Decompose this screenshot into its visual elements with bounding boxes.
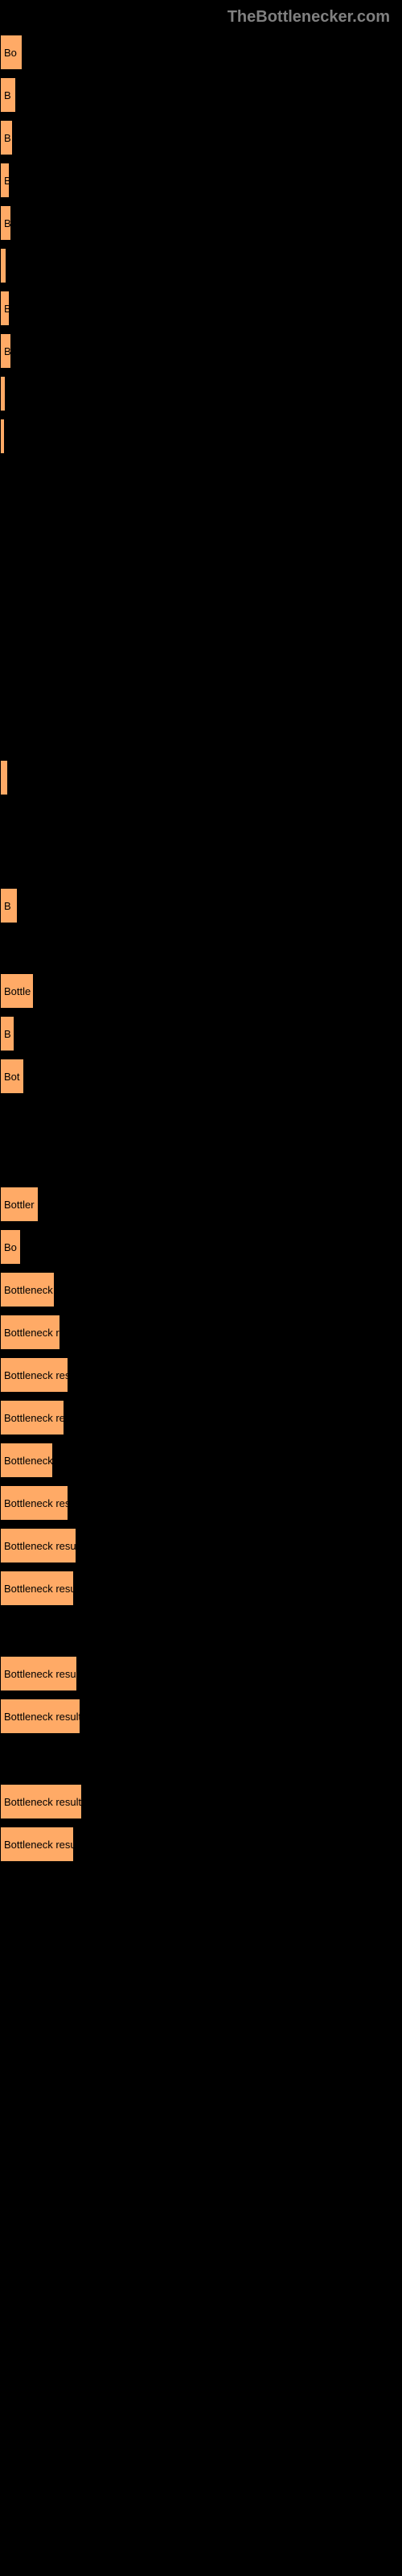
bar-label: Bottleneck resul <box>4 1540 76 1552</box>
bar-row: Bottleneck result <box>0 1781 402 1822</box>
bar-row <box>0 843 402 883</box>
bar-label: B <box>4 345 11 357</box>
bar: Bo <box>0 35 23 70</box>
bar-row <box>0 246 402 286</box>
bar-label: B <box>4 303 10 315</box>
bar <box>0 248 6 283</box>
bar: Bottleneck resu <box>0 1571 74 1606</box>
bar-row: Bottleneck r <box>0 1312 402 1352</box>
bar-label: B <box>4 132 11 144</box>
bar-row <box>0 459 402 499</box>
bar: Bo <box>0 1229 21 1265</box>
bar-row <box>0 1611 402 1651</box>
bar-row <box>0 416 402 456</box>
bar-row: Bottleneck re <box>0 1397 402 1438</box>
bar-label: Bottleneck re <box>4 1412 64 1424</box>
bar-row: B <box>0 288 402 328</box>
bar-chart: Bo B B B B B B B Bottle B Bot Bottler Bo Bottleneck Bo… <box>0 0 402 1864</box>
bar-label: Bot <box>4 1071 20 1083</box>
bar: B <box>0 77 16 113</box>
bar: Bottler <box>0 1187 39 1222</box>
bar: Bottleneck res <box>0 1357 68 1393</box>
bar-row: Bottleneck resu <box>0 1568 402 1608</box>
bar-row: B <box>0 1013 402 1054</box>
bar: B <box>0 888 18 923</box>
bar: Bottleneck r <box>0 1315 60 1350</box>
bar-row: B <box>0 118 402 158</box>
bar <box>0 760 8 795</box>
bar-row <box>0 587 402 627</box>
bar-label: Bottleneck res <box>4 1369 68 1381</box>
bar: Bottleneck resul <box>0 1656 77 1691</box>
bar: Bottleneck res <box>0 1485 68 1521</box>
bar-row: B <box>0 160 402 200</box>
bar-label: Bottleneck result <box>4 1711 80 1723</box>
bar: Bottleneck resul <box>0 1528 76 1563</box>
bar-label: Bottleneck r <box>4 1327 59 1339</box>
bar-row <box>0 672 402 712</box>
bar: Bottleneck resu <box>0 1827 74 1862</box>
bar: Bottle <box>0 973 34 1009</box>
bar <box>0 419 5 454</box>
bar-label: Bottleneck resul <box>4 1668 77 1680</box>
bar-label: Bottleneck <box>4 1284 53 1296</box>
bar-row: Bottleneck resu <box>0 1824 402 1864</box>
bar-row <box>0 1099 402 1139</box>
bar-label: B <box>4 1028 11 1040</box>
bar-label: B <box>4 900 11 912</box>
bar: Bot <box>0 1059 24 1094</box>
bar-row: Bottleneck resul <box>0 1653 402 1694</box>
bar-row: Bottle <box>0 971 402 1011</box>
bar-row: Bo <box>0 1227 402 1267</box>
bar: Bottleneck re <box>0 1400 64 1435</box>
bar-row: Bottleneck <box>0 1440 402 1480</box>
bar: B <box>0 120 13 155</box>
bar-row <box>0 502 402 542</box>
bar-row: B <box>0 886 402 926</box>
bar-label: Bottleneck resu <box>4 1583 74 1595</box>
bar-label: Bottler <box>4 1199 35 1211</box>
bar: B <box>0 205 11 241</box>
bar-label: Bottleneck result <box>4 1796 81 1808</box>
bar-row: Bottleneck result <box>0 1696 402 1736</box>
bar: Bottleneck result <box>0 1784 82 1819</box>
bar-label: Bottle <box>4 985 31 997</box>
bar-row <box>0 758 402 798</box>
bar-label: Bottleneck <box>4 1455 53 1467</box>
bar <box>0 376 6 411</box>
bar-row <box>0 715 402 755</box>
bar: Bottleneck result <box>0 1699 80 1734</box>
bar-row: B <box>0 203 402 243</box>
bar-row: Bo <box>0 32 402 72</box>
bar-row: Bottleneck res <box>0 1355 402 1395</box>
bar-row: Bot <box>0 1056 402 1096</box>
bar-row <box>0 374 402 414</box>
bar: B <box>0 291 10 326</box>
bar-label: B <box>4 175 10 187</box>
bar-row: Bottleneck <box>0 1269 402 1310</box>
bar-row: Bottleneck res <box>0 1483 402 1523</box>
bar: Bottleneck <box>0 1443 53 1478</box>
bar-row <box>0 1739 402 1779</box>
bar-label: Bo <box>4 1241 17 1253</box>
bar-label: B <box>4 89 11 101</box>
bar-row <box>0 928 402 968</box>
bar-row: Bottler <box>0 1184 402 1224</box>
bar-label: Bottleneck res <box>4 1497 68 1509</box>
watermark-text: TheBottlenecker.com <box>228 8 390 27</box>
bar-row <box>0 800 402 840</box>
bar: B <box>0 333 11 369</box>
bar-row: B <box>0 75 402 115</box>
bar-label: Bo <box>4 47 17 59</box>
bar-row: Bottleneck resul <box>0 1525 402 1566</box>
bar-label: Bottleneck resu <box>4 1839 74 1851</box>
bar-row <box>0 630 402 670</box>
bar: B <box>0 1016 14 1051</box>
bar: Bottleneck <box>0 1272 55 1307</box>
bar-row <box>0 1141 402 1182</box>
bar: B <box>0 163 10 198</box>
bar-row: B <box>0 331 402 371</box>
bar-label: B <box>4 217 11 229</box>
bar-row <box>0 544 402 584</box>
